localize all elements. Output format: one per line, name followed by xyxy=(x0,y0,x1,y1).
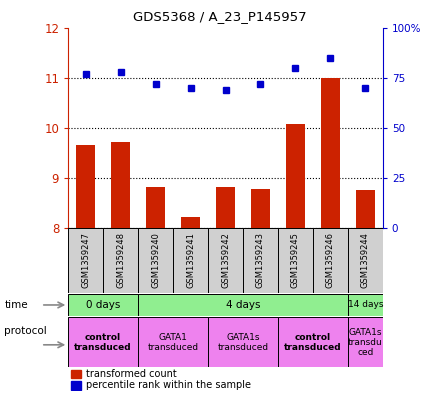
Bar xyxy=(71,381,81,390)
Bar xyxy=(138,294,348,316)
Text: transformed count: transformed count xyxy=(85,369,176,379)
Bar xyxy=(76,145,95,228)
Bar xyxy=(68,228,103,293)
Bar xyxy=(68,294,138,316)
Bar xyxy=(278,317,348,367)
Bar xyxy=(216,187,235,228)
Bar xyxy=(313,228,348,293)
Bar xyxy=(208,317,278,367)
Text: 14 days: 14 days xyxy=(348,301,383,309)
Bar xyxy=(68,317,138,367)
Text: protocol: protocol xyxy=(4,326,47,336)
Bar xyxy=(348,294,383,316)
Bar xyxy=(348,228,383,293)
Bar xyxy=(251,189,270,228)
Text: GSM1359246: GSM1359246 xyxy=(326,232,335,288)
Bar xyxy=(321,78,340,228)
Text: 0 days: 0 days xyxy=(86,300,121,310)
Bar xyxy=(111,142,130,228)
Text: GSM1359240: GSM1359240 xyxy=(151,232,160,288)
Text: GSM1359248: GSM1359248 xyxy=(116,232,125,288)
Text: GATA1s
transdu
ced: GATA1s transdu ced xyxy=(348,328,383,357)
Bar xyxy=(138,228,173,293)
Text: GSM1359245: GSM1359245 xyxy=(291,232,300,288)
Bar xyxy=(71,369,81,378)
Text: GDS5368 / A_23_P145957: GDS5368 / A_23_P145957 xyxy=(133,10,307,23)
Bar xyxy=(356,190,375,228)
Bar xyxy=(173,228,208,293)
Bar xyxy=(146,187,165,228)
Bar xyxy=(278,228,313,293)
Bar xyxy=(348,317,383,367)
Text: percentile rank within the sample: percentile rank within the sample xyxy=(85,380,250,390)
Bar xyxy=(286,124,305,228)
Bar xyxy=(138,317,208,367)
Text: GATA1
transduced: GATA1 transduced xyxy=(147,333,198,352)
Text: GSM1359244: GSM1359244 xyxy=(361,232,370,288)
Text: 4 days: 4 days xyxy=(226,300,260,310)
Text: control
transduced: control transduced xyxy=(284,333,342,352)
Bar xyxy=(208,228,243,293)
Text: GSM1359241: GSM1359241 xyxy=(186,232,195,288)
Text: GATA1s
transduced: GATA1s transduced xyxy=(217,333,268,352)
Bar xyxy=(103,228,138,293)
Text: GSM1359247: GSM1359247 xyxy=(81,232,90,288)
Text: control
transduced: control transduced xyxy=(74,333,132,352)
Text: time: time xyxy=(4,300,28,310)
Bar xyxy=(243,228,278,293)
Text: GSM1359243: GSM1359243 xyxy=(256,232,265,288)
Text: GSM1359242: GSM1359242 xyxy=(221,232,230,288)
Bar xyxy=(181,217,200,228)
